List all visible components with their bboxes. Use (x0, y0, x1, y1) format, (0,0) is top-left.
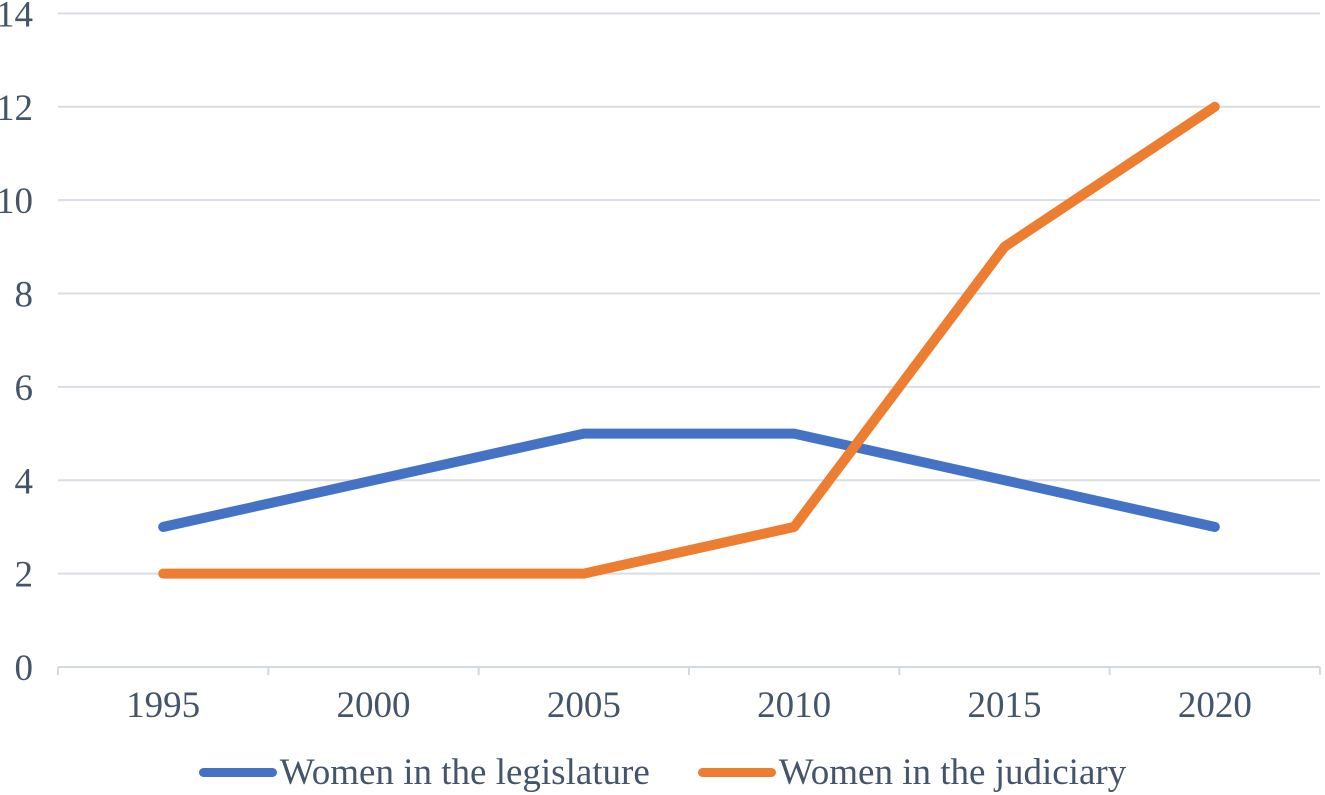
legend-label-judiciary: Women in the judiciary (778, 751, 1127, 793)
y-tick-label-0: 0 (15, 648, 34, 689)
legend-label-legislature: Women in the legislature (279, 751, 650, 793)
y-tick-label-12: 12 (0, 88, 33, 129)
y-tick-label-2: 2 (15, 555, 34, 596)
legend-item-judiciary: Women in the judiciary (697, 751, 1127, 793)
series-line-1 (158, 101, 1220, 579)
y-tick-label-10: 10 (0, 181, 33, 222)
x-tick-label-2010: 2010 (757, 685, 831, 726)
y-tick-label-4: 4 (15, 461, 34, 502)
legend-swatch-legislature (198, 767, 277, 777)
series-line-0 (158, 428, 1220, 532)
y-tick-label-6: 6 (15, 368, 34, 409)
y-tick-label-14: 14 (0, 0, 33, 35)
chart-legend: Women in the legislature Women in the ju… (0, 749, 1325, 795)
x-tick-label-2005: 2005 (547, 685, 621, 726)
legend-swatch-judiciary (697, 767, 776, 777)
x-tick-label-2015: 2015 (968, 685, 1042, 726)
line-chart-plot: 0 2 4 6 8 10 12 14 1995 2000 2005 2010 2015 2020 (0, 0, 1321, 726)
legend-item-legislature: Women in the legislature (198, 751, 650, 793)
x-tick-label-1995: 1995 (126, 685, 200, 726)
x-tick-label-2020: 2020 (1178, 685, 1252, 726)
x-tick-label-2000: 2000 (337, 685, 411, 726)
y-tick-label-8: 8 (15, 275, 34, 316)
